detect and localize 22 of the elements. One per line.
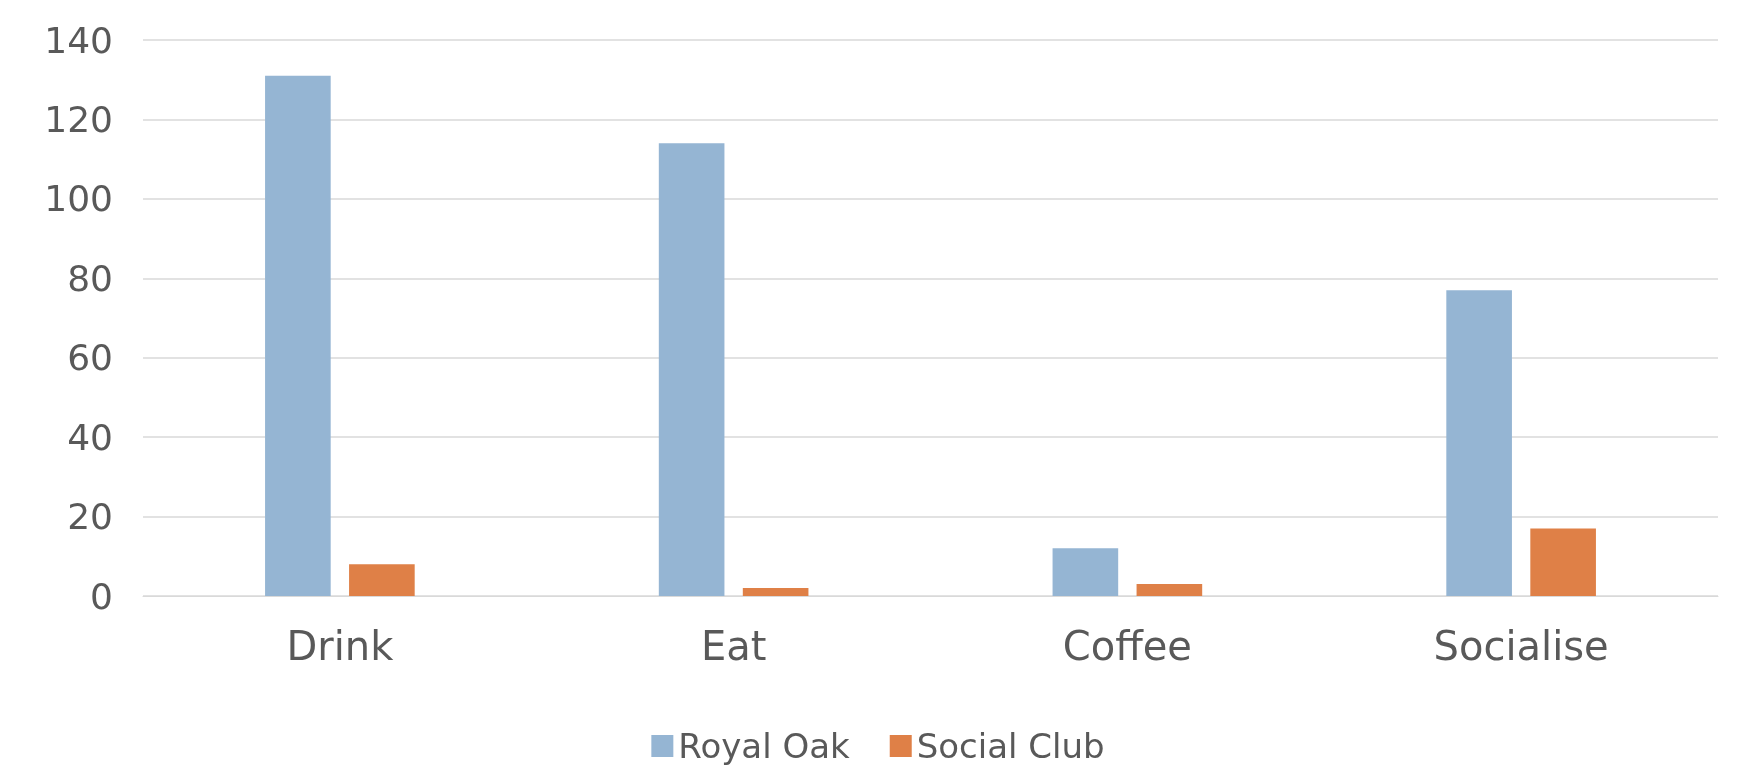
bar [1446,290,1512,596]
legend-label: Social Club [916,726,1105,766]
bar [1530,528,1596,596]
bar [1136,584,1203,596]
bar [349,564,415,596]
bar [1052,548,1119,596]
x-tick-label: Socialise [1433,623,1609,669]
bar [658,143,725,596]
x-tick-label: Drink [286,623,395,669]
y-tick-label: 120 [44,98,113,140]
y-tick-label: 0 [90,575,113,617]
legend-label: Royal Oak [678,726,851,766]
y-tick-label: 40 [67,416,113,458]
x-tick-label: Coffee [1062,623,1192,669]
x-tick-label: Eat [700,623,767,669]
bar [265,75,331,596]
y-tick-label: 20 [67,496,113,538]
bar [742,588,809,596]
y-tick-label: 60 [67,337,113,379]
y-tick-label: 140 [44,19,113,61]
y-tick-label: 100 [44,178,113,220]
y-tick-label: 80 [67,257,113,299]
